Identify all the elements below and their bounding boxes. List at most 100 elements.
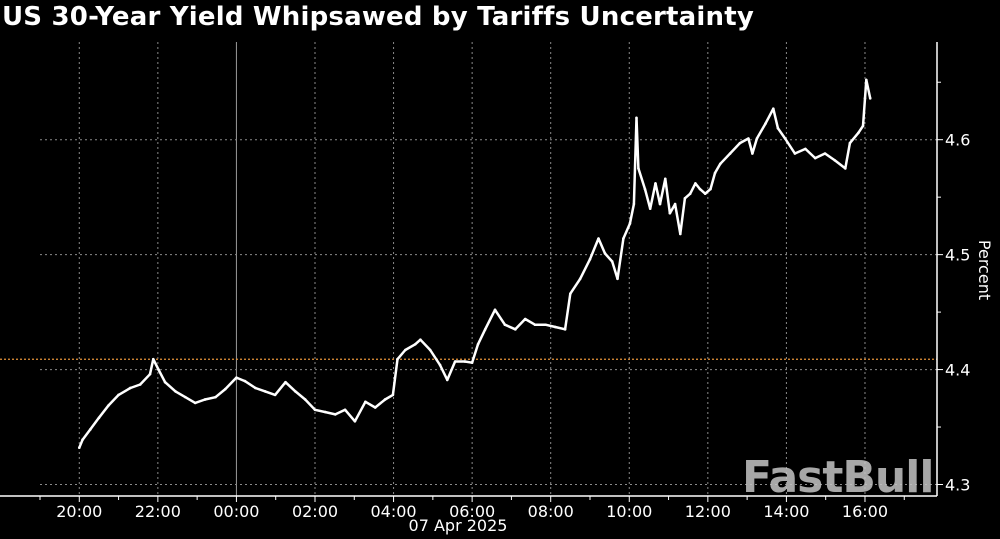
x-tick-labels: 20:00 22:00 00:00 02:00 04:00 06:00 08:00 10:00… (56, 502, 888, 521)
data-point (174, 390, 177, 393)
data-point (813, 156, 817, 160)
data-point (396, 357, 399, 361)
data-point (755, 137, 759, 140)
data-point (523, 317, 527, 321)
y-tick-label: 4.4 (945, 361, 970, 380)
data-point (793, 152, 797, 155)
data-point (864, 78, 868, 82)
data-point (476, 342, 480, 346)
data-point (868, 97, 872, 100)
data-point (823, 152, 827, 155)
data-point (214, 395, 217, 399)
data-point (569, 292, 572, 296)
data-point (463, 360, 467, 363)
data-point (470, 361, 474, 364)
fastbull-watermark-logo: FastBull (742, 452, 933, 503)
data-point (683, 197, 687, 200)
data-point (668, 211, 672, 215)
data-point (578, 277, 582, 281)
data-point (438, 363, 442, 367)
data-point (844, 167, 847, 170)
data-point (863, 97, 867, 100)
data-point (698, 187, 702, 191)
data-point (235, 376, 238, 379)
y-tick-label: 4.5 (945, 246, 970, 265)
data-point (694, 182, 697, 185)
data-point (848, 141, 852, 145)
data-point (77, 446, 81, 450)
x-tick-label: 02:00 (292, 502, 338, 521)
data-point (610, 260, 614, 263)
data-point (333, 413, 337, 416)
data-point (303, 398, 307, 401)
data-point (157, 368, 160, 371)
grid-lines (40, 42, 937, 496)
data-point (718, 162, 722, 166)
x-tick-label: 00:00 (213, 502, 259, 521)
chart-title: US 30-Year Yield Whipsawed by Tariffs Un… (2, 2, 755, 32)
data-point (428, 348, 432, 352)
data-point (391, 393, 395, 397)
data-point (203, 398, 207, 401)
data-point (483, 328, 487, 331)
data-point (263, 390, 267, 393)
data-point (804, 147, 807, 151)
data-point (223, 387, 227, 391)
data-point (419, 338, 422, 341)
data-point (772, 107, 775, 110)
y-tick-labels: 4.3 4.4 4.5 4.6 (945, 131, 970, 495)
data-point (453, 360, 457, 363)
data-point (294, 390, 297, 393)
x-tick-label: 14:00 (763, 502, 809, 521)
data-point (833, 159, 837, 162)
data-point (709, 187, 712, 191)
y-axis-label: Percent (975, 240, 994, 300)
data-point (413, 342, 417, 346)
data-point (637, 167, 640, 170)
data-point (138, 383, 142, 386)
data-point (533, 323, 537, 327)
data-point (588, 257, 592, 261)
axes (0, 42, 943, 502)
data-point (343, 408, 347, 412)
data-point (313, 408, 317, 412)
data-point (193, 401, 197, 405)
data-point (324, 410, 327, 414)
data-point (679, 232, 682, 236)
data-point (163, 380, 167, 384)
data-point (151, 357, 155, 361)
data-point (635, 116, 638, 120)
data-point (184, 395, 187, 399)
data-point (493, 308, 497, 312)
data-point (603, 252, 607, 255)
data-point (673, 202, 677, 206)
data-point (764, 122, 767, 125)
x-tick-label: 16:00 (842, 502, 888, 521)
data-point (148, 372, 152, 376)
data-point (713, 171, 717, 175)
data-point (783, 137, 787, 140)
data-point (628, 222, 632, 225)
data-point (776, 126, 780, 130)
series-group (77, 78, 872, 450)
y-tick-label: 4.6 (945, 131, 970, 150)
data-point (703, 192, 707, 196)
data-point (861, 124, 865, 128)
data-point (747, 137, 750, 140)
data-point (81, 438, 84, 441)
x-tick-label: 06:00 (449, 502, 495, 521)
data-point (648, 207, 652, 210)
data-point (243, 379, 247, 383)
x-tick-label: 12:00 (685, 502, 731, 521)
data-point (728, 152, 732, 155)
data-point (632, 202, 636, 206)
data-point (373, 406, 377, 409)
series-line (78, 78, 872, 449)
data-point (643, 187, 647, 191)
data-point (622, 237, 625, 240)
data-point (544, 323, 547, 327)
data-point (445, 378, 449, 382)
data-point (503, 323, 507, 327)
data-point (658, 202, 662, 206)
data-point (353, 419, 357, 423)
